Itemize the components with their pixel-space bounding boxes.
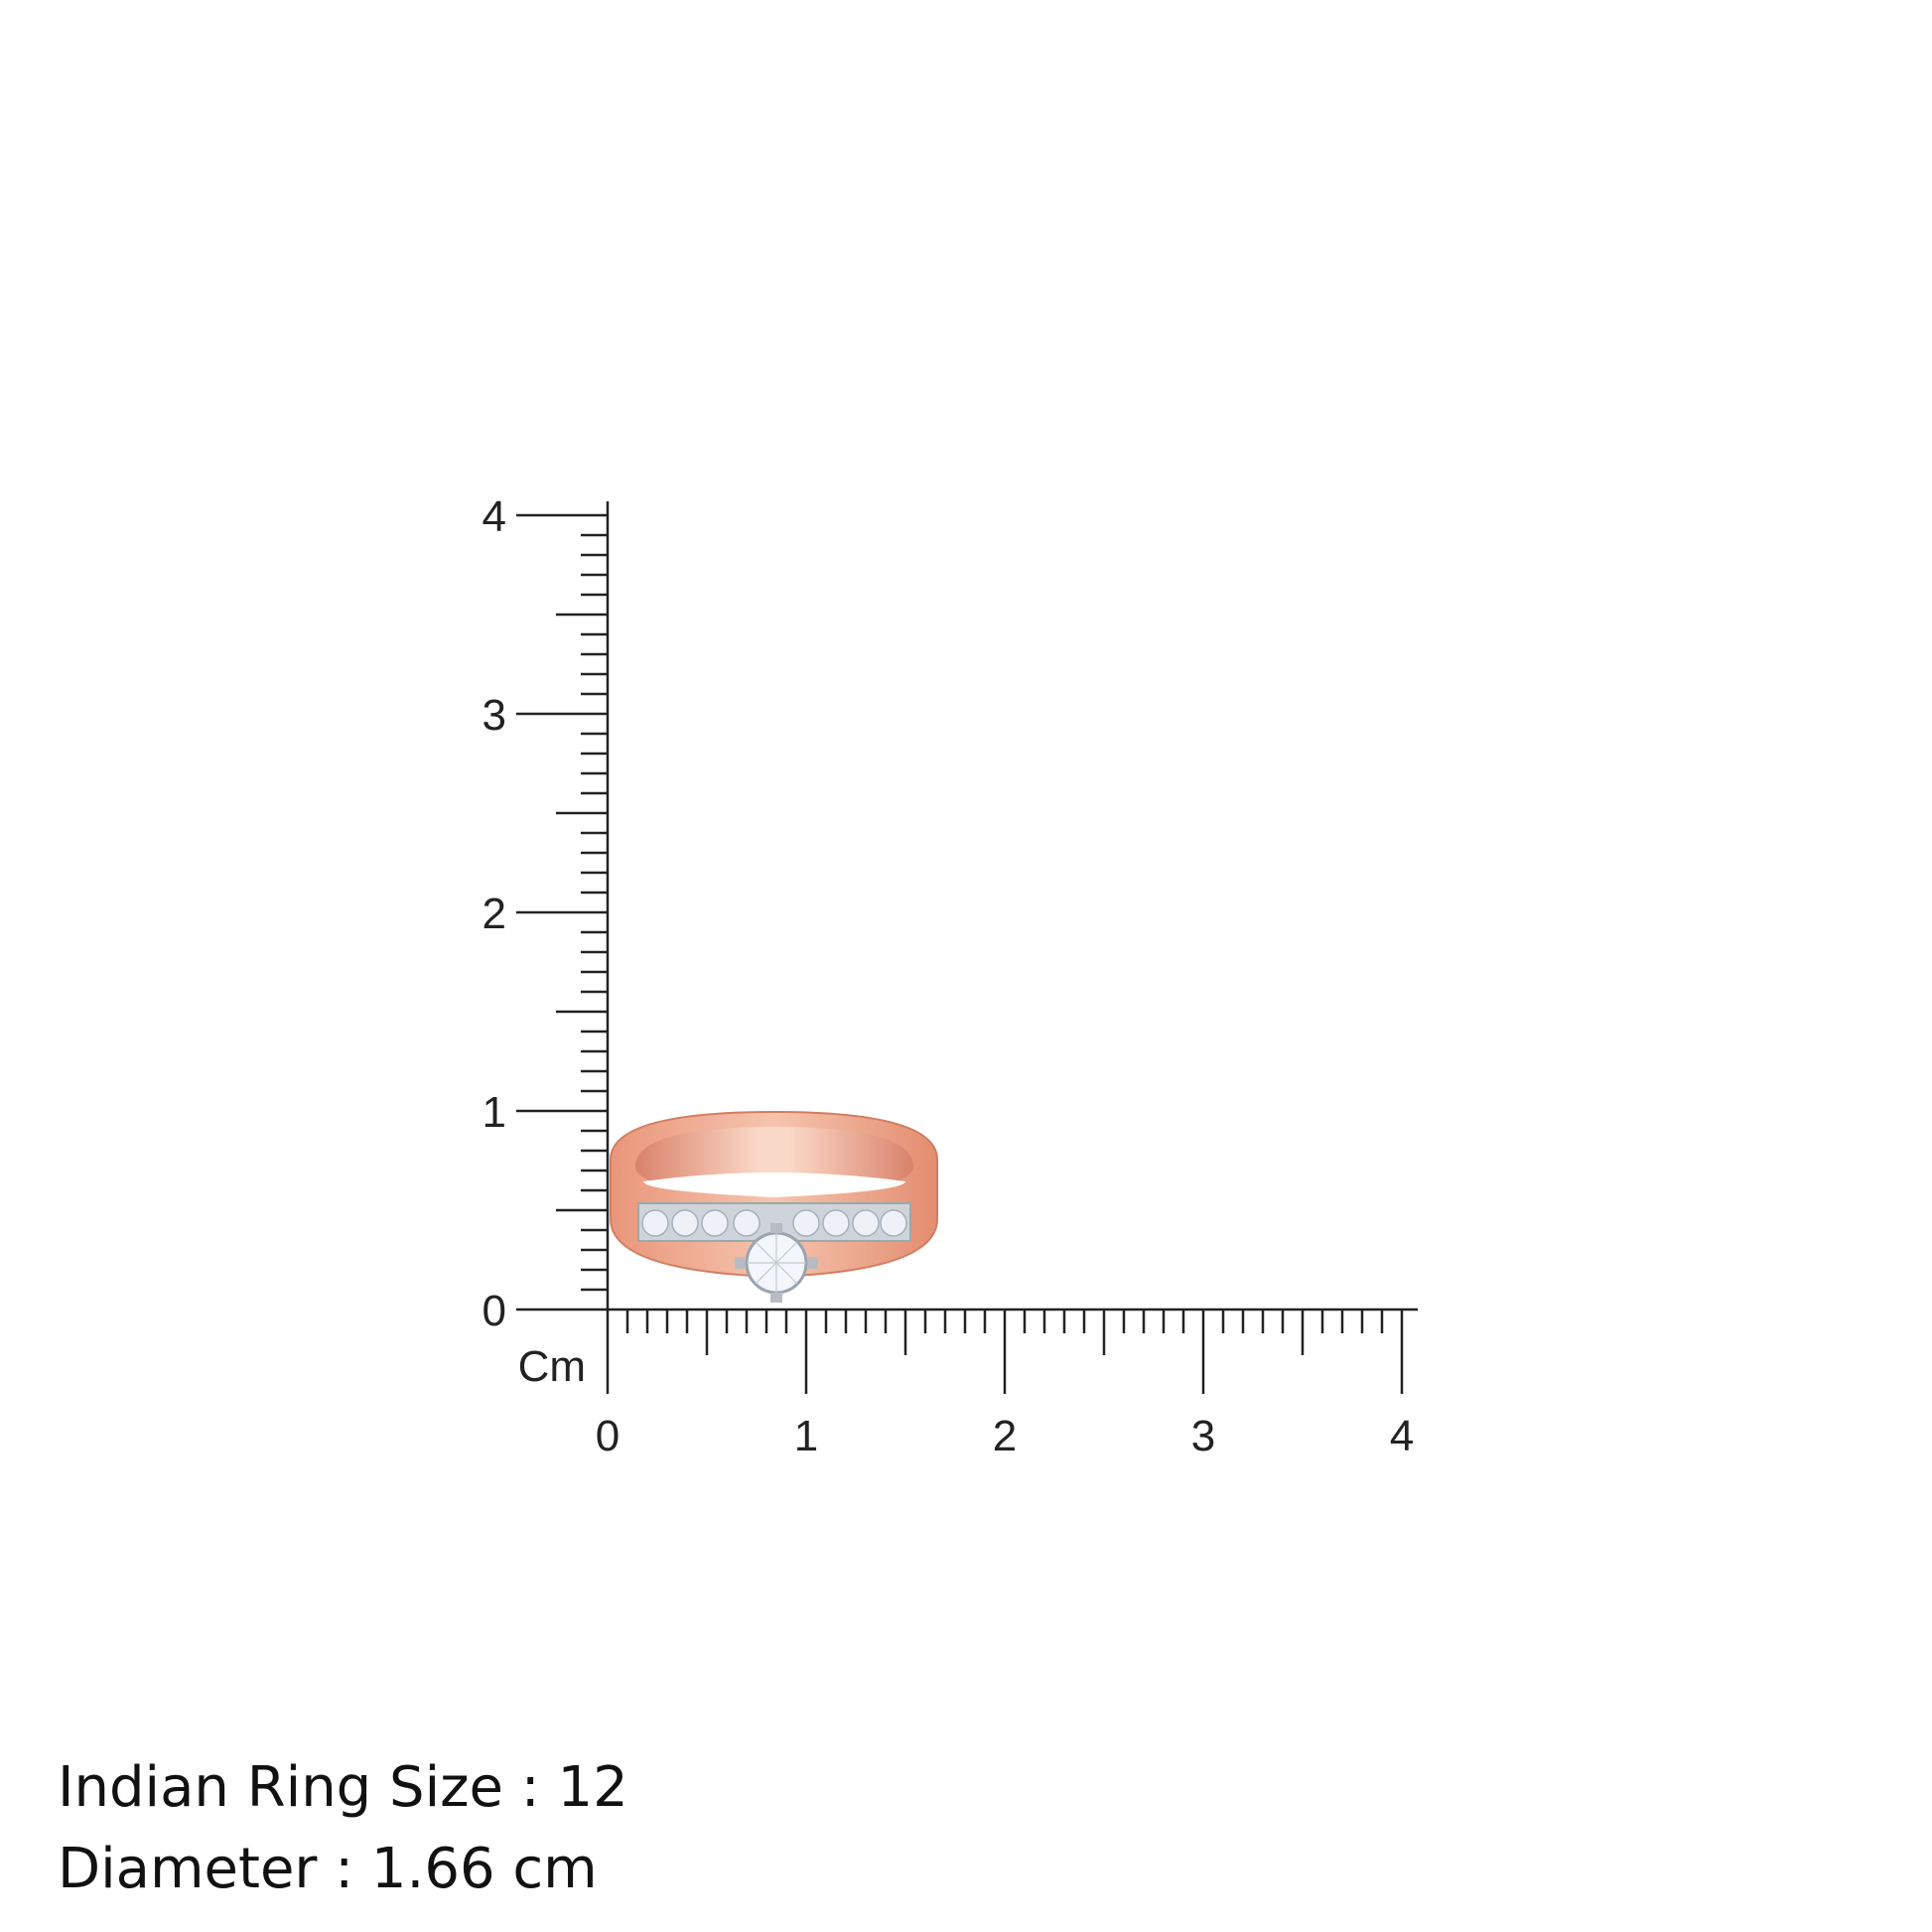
y-tick-label: 3 — [483, 691, 506, 740]
y-tick-label: 1 — [483, 1088, 506, 1137]
side-stone — [880, 1209, 907, 1237]
ring-size-text: Indian Ring Size : 12 — [58, 1755, 628, 1820]
side-stone — [701, 1209, 729, 1237]
x-tick-label: 3 — [1191, 1412, 1215, 1460]
unit-label: Cm — [518, 1342, 586, 1391]
y-tick-label: 0 — [483, 1287, 506, 1335]
side-stone — [822, 1209, 850, 1237]
rose-gold-ring-icon — [610, 1110, 938, 1303]
y-tick-label: 4 — [483, 492, 506, 541]
side-stone — [852, 1209, 880, 1237]
side-stone — [671, 1209, 699, 1237]
x-tick-label: 0 — [596, 1412, 620, 1460]
x-tick-label: 1 — [794, 1412, 818, 1460]
x-tick-label: 2 — [993, 1412, 1017, 1460]
y-tick-label: 2 — [483, 890, 506, 938]
side-stone — [792, 1209, 820, 1237]
diameter-text: Diameter : 1.66 cm — [58, 1837, 598, 1901]
side-stone — [733, 1209, 760, 1237]
x-tick-label: 4 — [1390, 1412, 1414, 1460]
side-stone — [641, 1209, 669, 1237]
